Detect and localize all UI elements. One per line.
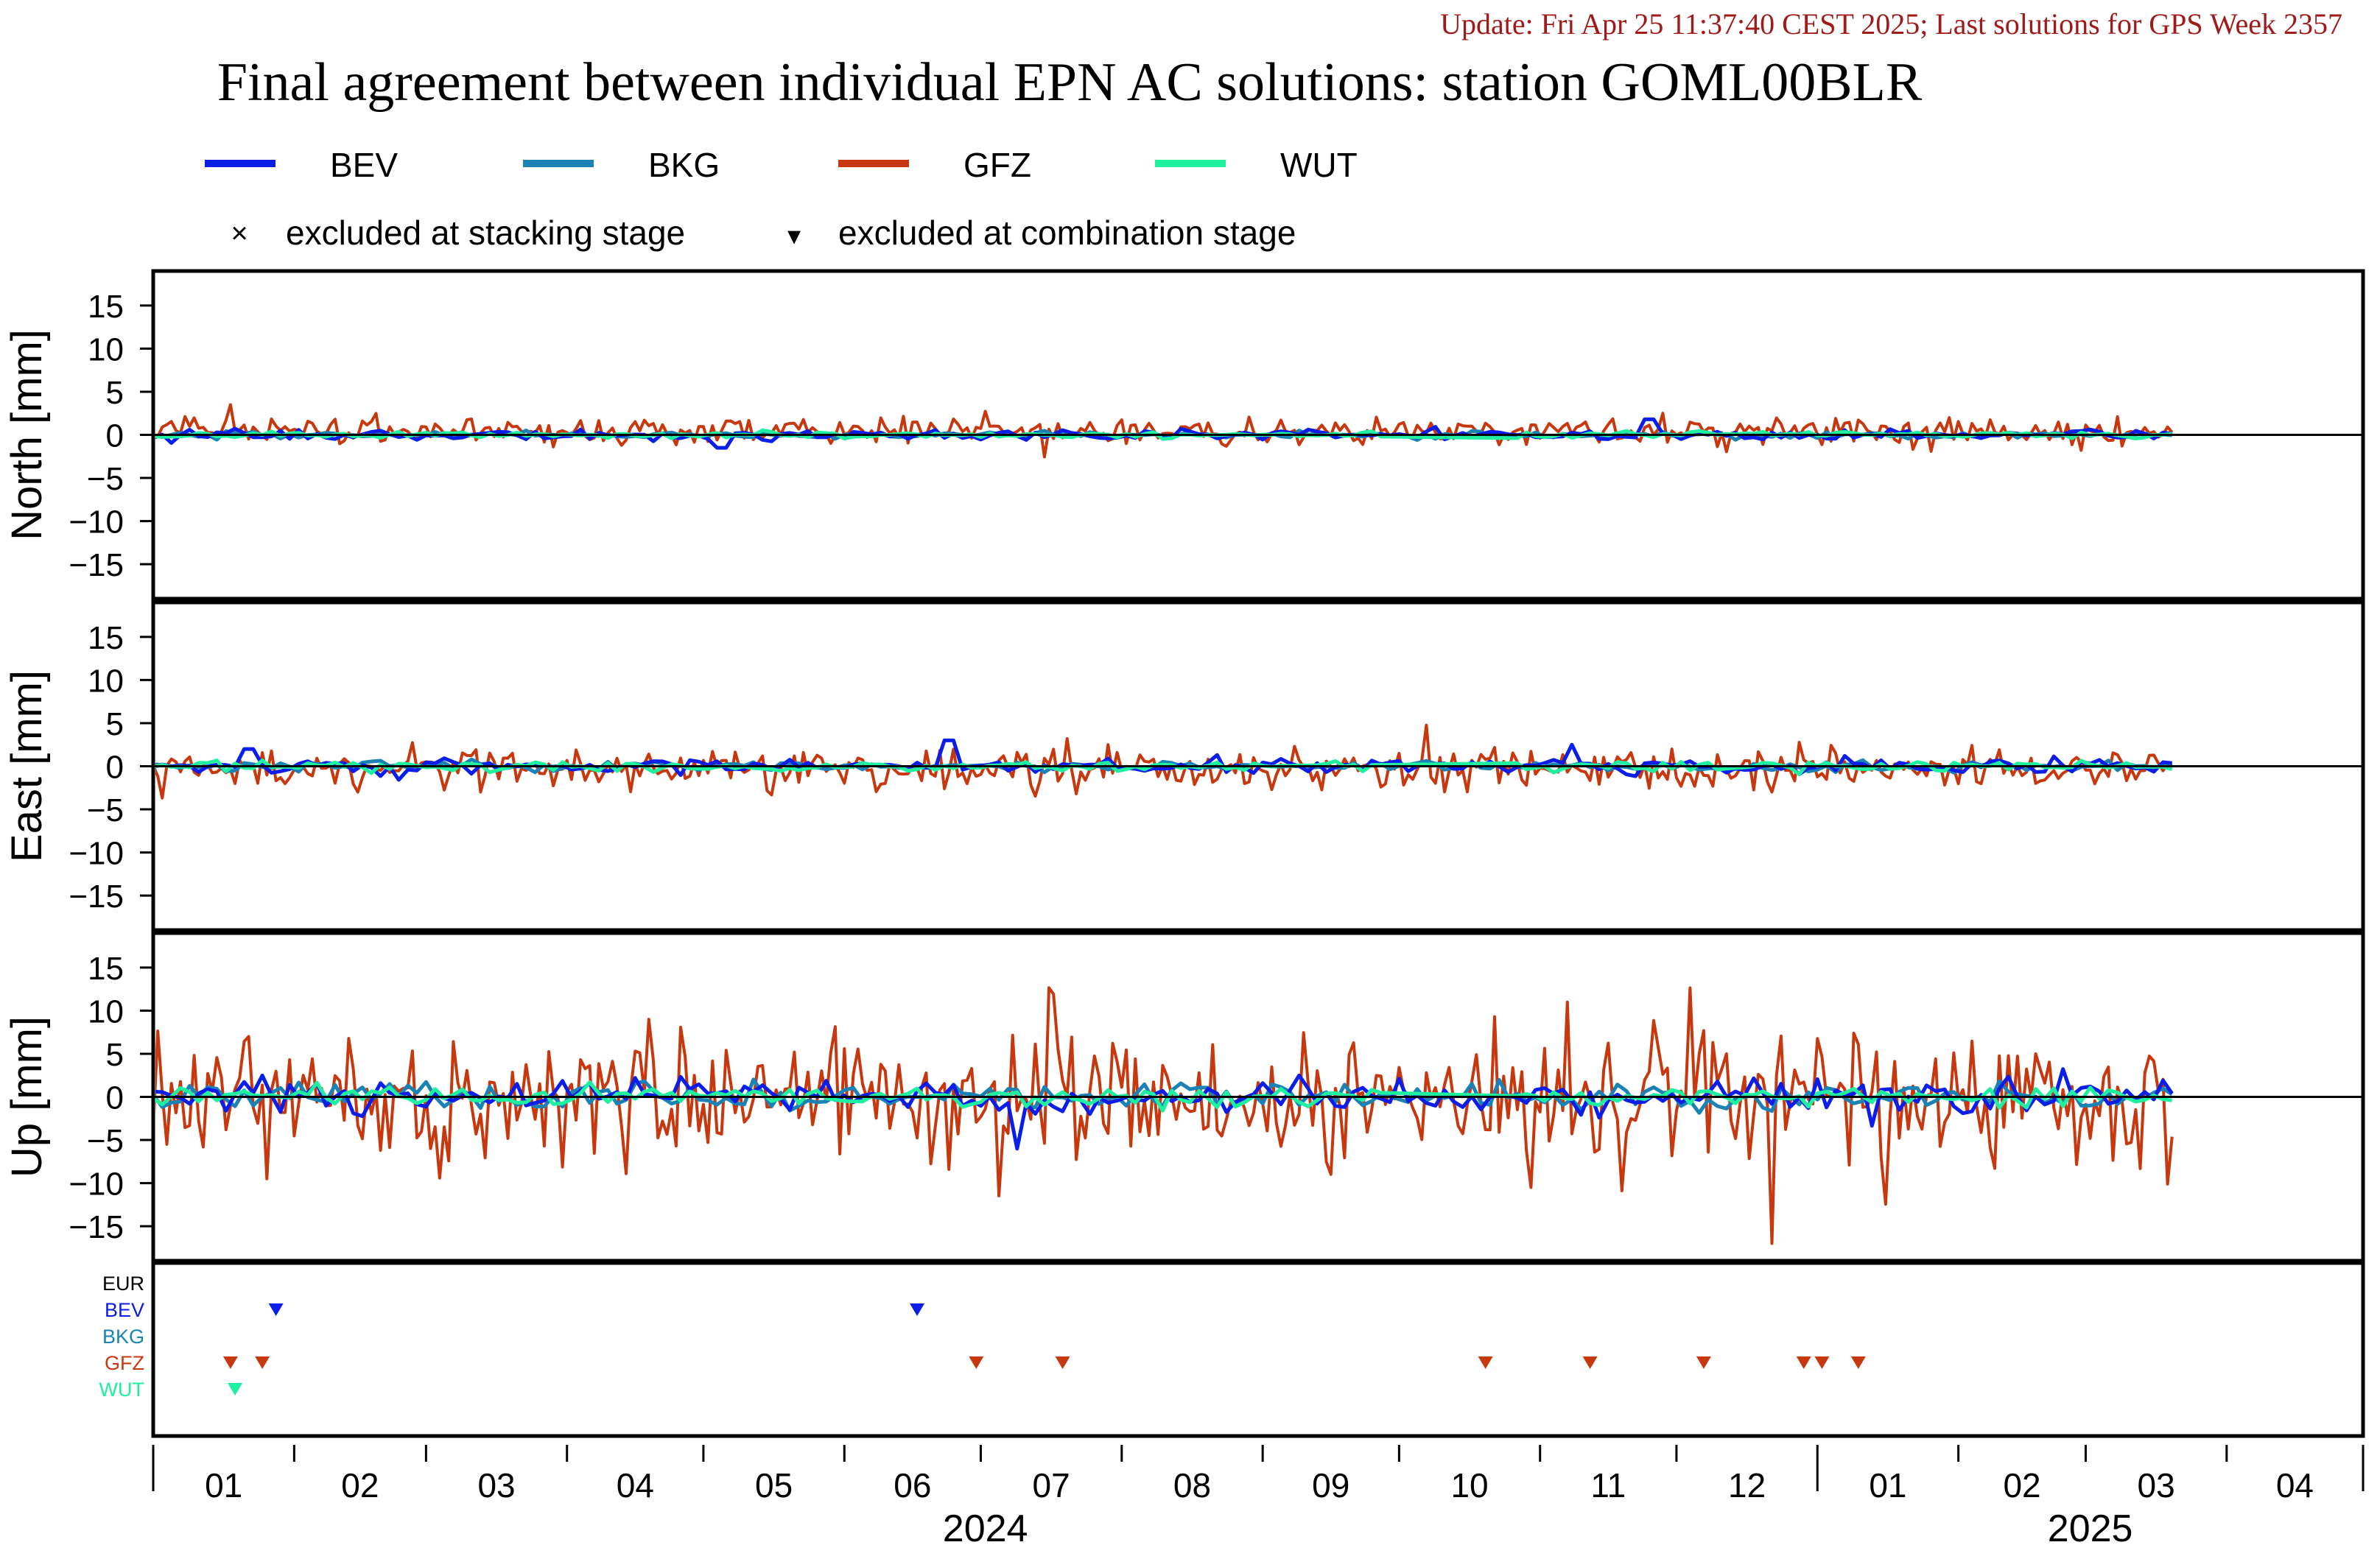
x-month-label: 03 — [477, 1466, 515, 1504]
y-tick-label: −5 — [87, 1123, 124, 1159]
excluded-combination-marker-gfz — [1582, 1356, 1598, 1369]
series-bev-up — [155, 1067, 2174, 1151]
y-tick-label: 10 — [88, 993, 124, 1030]
x-month-label: 11 — [1590, 1466, 1626, 1504]
y-tick-label: 10 — [88, 663, 124, 699]
y-axis-label: Up [mm] — [3, 1016, 51, 1178]
legend-stacking-label: excluded at stacking stage — [286, 214, 685, 252]
x-month-label: 01 — [205, 1466, 242, 1504]
excluded-combination-marker-gfz — [969, 1356, 984, 1369]
legend-label-bev: BEV — [330, 146, 398, 184]
y-tick-label: 15 — [88, 289, 124, 325]
y-tick-label: 15 — [88, 951, 124, 987]
x-axis: 01 02 03 04 05 06 07 08 09 10 11 12 01 02 03 04 2024 2025 — [152, 1445, 2365, 1545]
excluded-combination-marker-gfz — [1796, 1356, 1811, 1369]
excluded-combination-marker-gfz — [255, 1356, 270, 1369]
legend: BEV BKG GFZ WUT × excluded at stacking stage ▾… — [205, 146, 1358, 252]
x-month-label: 08 — [1173, 1466, 1211, 1504]
y-tick-label: 5 — [106, 706, 124, 742]
x-year-label: 2025 — [2048, 1507, 2133, 1545]
y-tick-label: 5 — [106, 375, 124, 411]
x-month-label: 06 — [894, 1466, 931, 1504]
y-tick-label: 0 — [106, 1080, 124, 1116]
y-tick-label: 0 — [106, 418, 124, 454]
y-tick-label: −5 — [87, 461, 124, 497]
update-info: Update: Fri Apr 25 11:37:40 CEST 2025; L… — [1440, 7, 2342, 41]
legend-combination-marker: ▾ — [787, 220, 801, 250]
chart-title: Final agreement between individual EPN A… — [217, 52, 1923, 113]
excluded-combination-marker-gfz — [1055, 1356, 1070, 1369]
y-tick-label: −15 — [69, 1209, 124, 1245]
y-tick-label: −10 — [69, 1166, 124, 1203]
y-tick-label: −15 — [69, 547, 124, 583]
panel-up: 15 10 5 0 −5 −10 −15 Up [mm] — [3, 931, 2365, 1263]
x-year-label: 2024 — [943, 1507, 1028, 1545]
y-tick-label: 0 — [106, 750, 124, 786]
y-tick-label: 15 — [88, 620, 124, 656]
y-tick-label: 10 — [88, 331, 124, 367]
exclusion-panel: EUR BEV BKG GFZ WUT — [99, 1261, 2365, 1438]
x-month-label: 07 — [1033, 1466, 1070, 1504]
x-month-label: 02 — [2003, 1466, 2040, 1504]
exclusion-frame — [151, 1261, 2365, 1438]
x-month-label: 04 — [2276, 1466, 2314, 1504]
excluded-combination-marker-wut — [228, 1383, 243, 1396]
panel-north: 15 10 5 0 −5 −10 −15 North [mm] — [3, 269, 2365, 601]
y-axis-label: North [mm] — [3, 329, 51, 541]
x-month-label: 02 — [341, 1466, 379, 1504]
exclusion-row-label-wut: WUT — [99, 1379, 144, 1401]
y-tick-label: 5 — [106, 1037, 124, 1073]
y-tick-label: −10 — [69, 836, 124, 872]
exclusion-row-label-eur: EUR — [102, 1273, 144, 1295]
x-month-label: 05 — [755, 1466, 793, 1504]
exclusion-row-label-bkg: BKG — [102, 1326, 144, 1348]
y-tick-label: −10 — [69, 504, 124, 541]
legend-stacking-marker: × — [231, 217, 248, 250]
x-month-label: 03 — [2138, 1466, 2175, 1504]
x-month-label: 09 — [1312, 1466, 1349, 1504]
series-wut-east — [155, 759, 2173, 776]
x-month-label: 01 — [1869, 1466, 1906, 1504]
legend-combination-label: excluded at combination stage — [838, 214, 1296, 252]
exclusion-row-label-gfz: GFZ — [105, 1352, 144, 1374]
exclusion-row-label-bev: BEV — [105, 1299, 144, 1321]
y-tick-label: −5 — [87, 792, 124, 828]
legend-label-bkg: BKG — [648, 146, 720, 184]
y-tick-label: −15 — [69, 879, 124, 915]
panel-east: 15 10 5 0 −5 −10 −15 East [mm] — [3, 600, 2365, 932]
excluded-combination-marker-gfz — [1696, 1356, 1711, 1369]
series-bev-east — [155, 738, 2172, 782]
excluded-combination-marker-bev — [910, 1303, 925, 1316]
legend-label-gfz: GFZ — [963, 146, 1031, 184]
x-month-label: 10 — [1450, 1466, 1488, 1504]
excluded-combination-marker-gfz — [1478, 1356, 1493, 1369]
excluded-combination-marker-bev — [268, 1303, 284, 1316]
panels: 15 10 5 0 −5 −10 −15 North [mm] 15 10 5 0 −5 −10 −15 Ea… — [3, 269, 2365, 1263]
excluded-combination-marker-gfz — [222, 1356, 238, 1369]
y-axis-label: East [mm] — [3, 670, 51, 862]
excluded-combination-marker-gfz — [1850, 1356, 1866, 1369]
x-month-label: 04 — [617, 1466, 654, 1504]
legend-label-wut: WUT — [1280, 146, 1358, 184]
x-month-label: 12 — [1728, 1466, 1766, 1504]
excluded-combination-marker-gfz — [1814, 1356, 1830, 1369]
